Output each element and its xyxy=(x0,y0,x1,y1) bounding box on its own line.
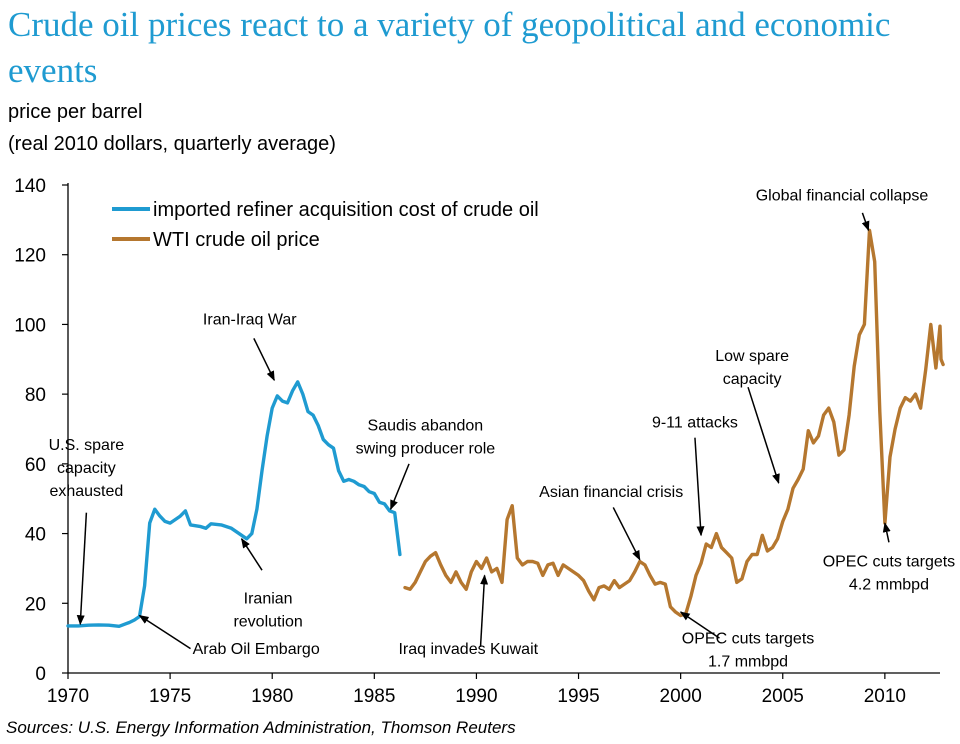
annotation-arrow xyxy=(76,512,88,626)
chart-title: Crude oil prices react to a variety of g… xyxy=(8,5,891,90)
annotation-arrow xyxy=(882,522,891,543)
annotation-line: swing producer role xyxy=(356,441,496,458)
annotation-arrow xyxy=(612,507,641,561)
x-tick-label: 1995 xyxy=(557,686,599,707)
annotation-label: U.S. spare capacity exhausted xyxy=(49,437,125,500)
annotation-line: Saudis abandon xyxy=(368,418,484,435)
y-tick-label: 120 xyxy=(14,246,46,267)
x-tick-label: 1980 xyxy=(251,686,293,707)
annotation-label: Saudis abandon swing producer role xyxy=(356,418,496,458)
annotation-arrow xyxy=(389,463,410,511)
annotation-line: Asian financial crisis xyxy=(539,484,683,501)
x-tick-label: 1990 xyxy=(455,686,497,707)
annotation-label: Iraq invades Kuwait xyxy=(398,641,538,658)
annotation-label: Iran-Iraq War xyxy=(203,311,297,328)
annotation-line: exhausted xyxy=(49,483,123,500)
legend-label: WTI crude oil price xyxy=(153,229,320,251)
annotation-arrow xyxy=(861,212,870,232)
annotation-line: Iranian xyxy=(244,590,293,607)
chart-annotations: U.S. spare capacity exhausted Arab Oil Emba… xyxy=(49,188,956,671)
x-tick-label: 2010 xyxy=(864,686,906,707)
chart-source: Sources: U.S. Energy Information Adminis… xyxy=(6,718,516,737)
y-tick-label: 40 xyxy=(25,525,46,546)
annotation-line: Global financial collapse xyxy=(756,188,929,205)
annotation-label: Global financial collapse xyxy=(756,188,929,205)
annotation-line: Iraq invades Kuwait xyxy=(398,641,538,658)
annotation-arrow xyxy=(479,574,489,647)
x-tick-label: 2000 xyxy=(660,686,702,707)
y-tick-label: 100 xyxy=(14,315,46,336)
y-tick-label: 0 xyxy=(35,664,46,685)
annotation-label: Iranian revolution xyxy=(233,590,302,630)
chart-legend: imported refiner acquisition cost of cru… xyxy=(112,199,539,251)
annotation-line: capacity xyxy=(723,371,782,388)
annotation-label: Asian financial crisis xyxy=(539,484,683,501)
annotation-line: Iran-Iraq War xyxy=(203,311,297,328)
annotation-arrow xyxy=(679,611,720,639)
chart-axes: 0 20 40 60 80 100 120 140 1970 1975 1980 1985 1990 19… xyxy=(14,176,940,707)
legend-label: imported refiner acquisition cost of cru… xyxy=(153,199,539,221)
y-tick-label: 80 xyxy=(25,385,46,406)
x-tick-label: 1975 xyxy=(149,686,191,707)
annotation-line: 4.2 mmbpd xyxy=(849,577,929,594)
y-tick-label: 140 xyxy=(14,176,46,197)
annotation-label: OPEC cuts targets 4.2 mmbpd xyxy=(823,554,956,594)
annotation-arrow xyxy=(694,437,705,537)
annotation-arrow xyxy=(138,614,191,650)
annotation-line: Low spare xyxy=(715,348,789,365)
annotation-line: capacity xyxy=(57,460,116,477)
annotation-arrow xyxy=(240,537,263,571)
annotation-label: 9-11 attacks xyxy=(652,414,738,431)
series-line-wti-price xyxy=(403,228,945,618)
annotation-label: Low spare capacity xyxy=(715,348,789,388)
annotation-line: OPEC cuts targets xyxy=(682,630,815,647)
y-tick-label: 20 xyxy=(25,594,46,615)
series-line-refiner-cost xyxy=(66,380,402,628)
annotation-line: revolution xyxy=(233,613,302,630)
chart-subtitle-unit: price per barrel xyxy=(8,101,143,123)
annotation-label: Arab Oil Embargo xyxy=(193,641,320,658)
x-tick-label: 1970 xyxy=(47,686,89,707)
annotation-line: 1.7 mmbpd xyxy=(708,653,788,670)
chart-subtitle-basis: (real 2010 dollars, quarterly average) xyxy=(8,133,336,155)
annotation-line: 9-11 attacks xyxy=(652,414,738,431)
annotation-line: Arab Oil Embargo xyxy=(193,641,320,658)
chart-series xyxy=(66,228,945,628)
x-tick-label: 2005 xyxy=(762,686,804,707)
annotation-label: OPEC cuts targets 1.7 mmbpd xyxy=(682,630,815,670)
annotation-line: OPEC cuts targets xyxy=(823,554,956,571)
annotation-line: U.S. spare xyxy=(49,437,125,454)
annotation-arrow xyxy=(253,338,275,382)
annotation-arrow xyxy=(747,386,780,484)
y-tick-label: 60 xyxy=(25,455,46,476)
x-tick-label: 1985 xyxy=(353,686,395,707)
